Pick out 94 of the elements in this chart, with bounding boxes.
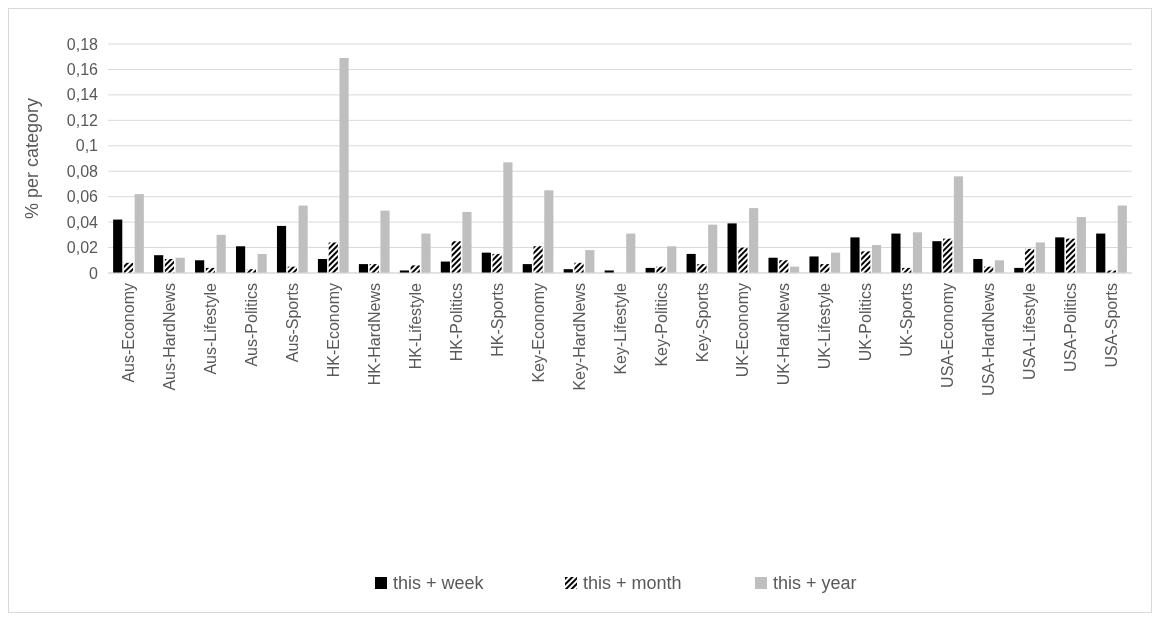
x-tick-label: USA-HardNews (980, 283, 998, 396)
x-tick-label: Key-HardNews (570, 283, 588, 391)
bar (809, 256, 819, 273)
bar (462, 211, 472, 273)
bar (164, 259, 175, 273)
bar (768, 257, 778, 273)
x-tick-label: USA-Sports (1103, 283, 1121, 368)
bar (328, 242, 338, 273)
bar (891, 233, 901, 273)
bar (861, 251, 871, 273)
bar (317, 259, 328, 273)
bar (195, 260, 205, 273)
bar (708, 224, 718, 273)
x-tick-label: HK-Sports (488, 283, 506, 357)
bar (953, 176, 964, 273)
bar (533, 246, 543, 273)
bar (175, 257, 185, 273)
bar (585, 250, 595, 273)
x-tick-label: UK-Politics (857, 283, 875, 362)
bar (298, 205, 308, 273)
bar (1076, 217, 1086, 273)
bar (749, 208, 759, 273)
x-tick-label: USA-Politics (1062, 283, 1080, 372)
bar (850, 237, 860, 273)
y-axis-title: % per category (22, 97, 42, 220)
bar (943, 238, 953, 273)
bar (779, 260, 789, 273)
bar (574, 262, 584, 273)
bar (667, 246, 677, 273)
y-tick-label: 0,12 (66, 111, 99, 129)
y-tick-label: 0 (89, 264, 99, 282)
bar (380, 210, 390, 273)
legend-label: this + year (773, 573, 857, 594)
bar (626, 233, 636, 273)
bar (738, 247, 748, 273)
y-tick-label: 0,04 (66, 213, 99, 231)
x-tick-label: Aus-Economy (120, 283, 138, 383)
x-tick-label: Aus-Lifestyle (202, 282, 219, 375)
bar (113, 219, 123, 273)
x-tick-label: Key-Lifestyle (611, 282, 629, 375)
bar (276, 225, 287, 273)
x-tick-label: UK-Lifestyle (816, 282, 834, 370)
bar (912, 232, 923, 273)
bar (503, 162, 513, 273)
bar (727, 223, 737, 273)
legend-label: this + week (393, 573, 485, 594)
bar (1025, 248, 1035, 273)
y-tick-label: 0,14 (66, 86, 99, 104)
y-tick-label: 0,02 (66, 239, 99, 257)
bar (236, 246, 246, 273)
x-tick-label: Aus-Politics (242, 283, 260, 367)
bar (871, 245, 882, 273)
x-tick-label: Aus-HardNews (161, 283, 179, 391)
bar (831, 252, 841, 273)
bar (421, 233, 431, 273)
x-tick-label: HK-HardNews (365, 283, 383, 386)
x-tick-label: Key-Sports (693, 283, 711, 363)
x-tick-label: UK-Sports (898, 283, 916, 357)
bar (216, 234, 226, 273)
bar (154, 255, 164, 273)
x-tick-label: Key-Politics (652, 283, 670, 367)
y-tick-label: 0,08 (66, 162, 99, 180)
bar (1096, 233, 1106, 273)
bar (257, 253, 267, 273)
legend-label: this + month (583, 573, 682, 594)
bar (994, 260, 1004, 273)
x-tick-label: USA-Lifestyle (1021, 282, 1039, 380)
bar (134, 194, 144, 273)
y-tick-label: 0,06 (66, 188, 99, 206)
x-tick-label: HK-Politics (447, 283, 465, 362)
bar (932, 241, 942, 273)
x-tick-label: Key-Economy (529, 283, 547, 383)
bar (410, 265, 420, 273)
bar (339, 57, 349, 273)
bar (481, 252, 491, 273)
bar (686, 253, 696, 273)
x-tick-label: UK-Economy (734, 283, 752, 378)
bar (451, 241, 461, 273)
x-tick-label: HK-Lifestyle (406, 282, 424, 370)
y-tick-label: 0,16 (66, 61, 99, 79)
x-tick-label: USA-Economy (939, 283, 957, 388)
bar (1117, 205, 1127, 273)
x-tick-label: UK-HardNews (775, 283, 793, 386)
bar (1035, 242, 1045, 273)
bar (1055, 237, 1065, 273)
x-tick-label: Aus-Sports (283, 283, 301, 363)
y-tick-label: 0,18 (66, 35, 99, 53)
bar (697, 264, 707, 273)
bar (1065, 238, 1076, 273)
bar (492, 253, 502, 273)
x-tick-label: HK-Economy (324, 283, 342, 378)
bar (973, 259, 983, 273)
bar (544, 190, 554, 273)
y-tick-label: 0,1 (75, 137, 99, 155)
